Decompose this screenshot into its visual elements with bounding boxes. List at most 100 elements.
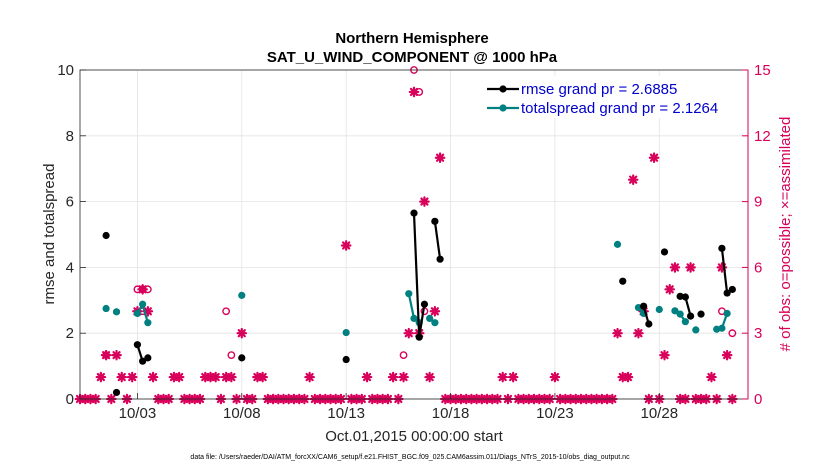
obs-assimilated-marker bbox=[95, 371, 107, 383]
obs-assimilated-stroke bbox=[389, 372, 398, 382]
legend-rmse-marker bbox=[499, 85, 507, 93]
spread-point bbox=[426, 314, 434, 322]
spread-point bbox=[133, 309, 142, 318]
rmse-spread-series bbox=[102, 209, 736, 397]
obs-assimilated-stroke bbox=[211, 372, 220, 382]
obs-assimilated-stroke bbox=[509, 372, 518, 382]
rmse-point bbox=[619, 277, 627, 285]
rmse-point bbox=[102, 231, 110, 240]
obs-possible-marker bbox=[728, 329, 737, 338]
rmse-point bbox=[144, 354, 152, 362]
obs-assimilated-marker bbox=[111, 349, 122, 361]
x-tick-label: 10/23 bbox=[536, 405, 574, 422]
obs-assimilated-marker bbox=[210, 371, 221, 383]
spread-point bbox=[342, 328, 350, 337]
obs-assimilated-stroke bbox=[425, 372, 434, 382]
spread-point bbox=[655, 305, 663, 314]
obs-assimilated-marker bbox=[659, 349, 670, 361]
obs-assimilated-stroke bbox=[660, 351, 669, 360]
obs-assimilated-marker bbox=[706, 371, 717, 383]
x-tick-label: 10/18 bbox=[432, 405, 470, 422]
rmse-point bbox=[686, 312, 695, 320]
obs-assimilated-marker bbox=[257, 371, 268, 383]
rmse-point bbox=[238, 354, 246, 362]
spread-point bbox=[112, 308, 121, 316]
legend-spread-marker bbox=[499, 104, 507, 112]
rmse-point bbox=[133, 341, 142, 349]
y-tick-label-right: 15 bbox=[754, 62, 771, 79]
rmse-point bbox=[697, 310, 705, 318]
rmse-point bbox=[718, 244, 726, 252]
obs-assimilated-marker bbox=[669, 262, 681, 273]
obs-assimilated-stroke bbox=[362, 372, 372, 382]
x-axis-label: Oct.01,2015 00:00:00 start bbox=[325, 428, 503, 445]
obs-assimilated-stroke bbox=[237, 329, 246, 338]
chart-title-line1: Northern Hemisphere bbox=[335, 30, 488, 47]
obs-assimilated-marker bbox=[126, 371, 138, 383]
spread-point bbox=[676, 310, 684, 318]
obs-assimilated-marker bbox=[100, 349, 112, 361]
obs-assimilated-marker bbox=[116, 371, 128, 383]
spread-point bbox=[139, 300, 147, 308]
y-axis-label-right: # of obs: o=possible; ×=assimilated bbox=[777, 117, 794, 352]
rmse-point bbox=[681, 293, 689, 301]
legend-spread-label: totalspread grand pr = 2.1264 bbox=[521, 100, 718, 117]
obs-assimilated-marker bbox=[507, 371, 519, 383]
obs-assimilated-stroke bbox=[723, 351, 732, 360]
y-tick-label-right: 3 bbox=[754, 325, 762, 342]
rmse-point bbox=[645, 320, 653, 328]
obs-assimilated-stroke bbox=[101, 351, 111, 360]
spread-point bbox=[238, 291, 246, 299]
obs-assimilated-stroke bbox=[420, 197, 429, 206]
rmse-point bbox=[660, 248, 669, 256]
obs-assimilated-stroke bbox=[686, 263, 695, 272]
obs-assimilated-marker bbox=[627, 174, 639, 185]
x-tick-label: 10/03 bbox=[119, 405, 157, 422]
y-tick-label-right: 6 bbox=[754, 259, 762, 276]
obs-assimilated-marker bbox=[387, 371, 399, 383]
obs-assimilated-stroke bbox=[96, 372, 105, 382]
obs-assimilated-marker bbox=[721, 349, 733, 361]
rmse-point bbox=[640, 302, 648, 310]
obs-assimilated-marker bbox=[434, 152, 446, 164]
y-tick-label-right: 9 bbox=[754, 194, 762, 211]
obs-assimilated-stroke bbox=[258, 372, 267, 382]
obs-assimilated-stroke bbox=[629, 175, 638, 184]
obs-assimilated-marker bbox=[424, 371, 435, 383]
y-tick-label-left: 4 bbox=[66, 259, 74, 276]
obs-assimilated-marker bbox=[622, 371, 634, 383]
rmse-point bbox=[342, 355, 350, 364]
obs-assimilated-stroke bbox=[435, 153, 445, 162]
y-tick-label-right: 0 bbox=[754, 391, 762, 408]
spread-point bbox=[692, 326, 700, 334]
legend-box bbox=[482, 76, 744, 118]
obs-assimilated-marker bbox=[664, 284, 676, 295]
spread-point bbox=[671, 307, 679, 315]
rmse-point bbox=[420, 300, 429, 308]
obs-assimilated-stroke bbox=[634, 329, 643, 338]
spread-point bbox=[681, 318, 689, 326]
obs-assimilated-marker bbox=[549, 371, 561, 383]
obs-assimilated-marker bbox=[304, 371, 315, 383]
obs-assimilated-stroke bbox=[342, 241, 351, 250]
obs-assimilated-marker bbox=[137, 284, 148, 295]
obs-assimilated-marker bbox=[403, 327, 415, 339]
obs-assimilated-stroke bbox=[227, 372, 236, 382]
obs-assimilated-stroke bbox=[670, 263, 680, 272]
spread-point bbox=[613, 240, 622, 248]
obs-assimilated-stroke bbox=[613, 329, 622, 338]
y-tick-label-left: 2 bbox=[66, 325, 74, 342]
rmse-point bbox=[415, 333, 423, 341]
obs-possible-marker bbox=[227, 351, 236, 360]
y-tick-label-left: 6 bbox=[66, 194, 74, 211]
obs-assimilated-stroke bbox=[128, 372, 137, 382]
x-tick-label: 10/08 bbox=[223, 405, 261, 422]
obs-assimilated-stroke bbox=[112, 351, 121, 360]
obs-assimilated-stroke bbox=[550, 372, 560, 382]
rmse-point bbox=[410, 209, 418, 217]
obs-assimilated-stroke bbox=[707, 372, 716, 382]
obs-assimilated-marker bbox=[612, 327, 623, 339]
obs-assimilated-stroke bbox=[138, 285, 147, 294]
obs-assimilated-stroke bbox=[665, 285, 674, 294]
obs-assimilated-marker bbox=[226, 371, 237, 383]
